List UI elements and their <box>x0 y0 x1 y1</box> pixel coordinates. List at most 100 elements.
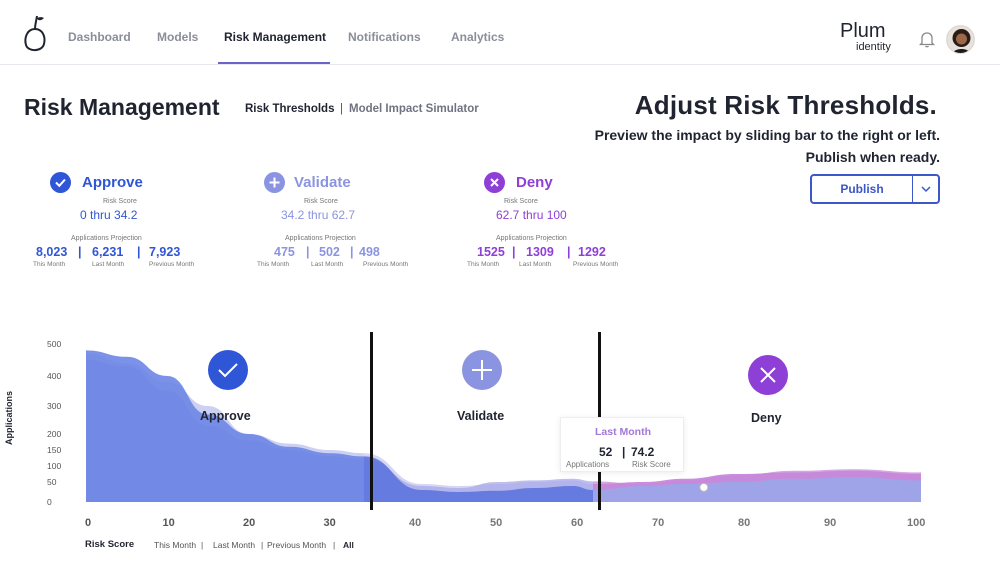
y-tick-label: 300 <box>47 401 62 411</box>
adjust-heading: Adjust Risk Thresholds. <box>634 90 937 120</box>
risk-range: 0 thru 34.2 <box>80 208 138 222</box>
plus-icon <box>264 172 285 193</box>
separator: | <box>306 245 310 259</box>
y-tick-label: 150 <box>47 445 62 455</box>
nav-dashboard[interactable]: Dashboard <box>68 30 131 44</box>
user-avatar[interactable] <box>946 25 975 54</box>
projection-this-month: 1525 <box>477 245 505 259</box>
filter-all[interactable]: All <box>343 540 354 550</box>
x-tick-label: 0 <box>85 517 92 529</box>
projection-previous-month: 498 <box>359 245 380 259</box>
top-nav: Dashboard Models Risk Management Notific… <box>0 0 1000 65</box>
chart-tooltip: Last Month 52 | 74.2 Applications Risk S… <box>560 417 684 472</box>
y-tick-label: 0 <box>47 497 52 507</box>
adjust-instructions: Preview the impact by sliding bar to the… <box>594 127 940 143</box>
projection-previous-month: 7,923 <box>149 245 181 259</box>
projection-previous-month: 1292 <box>578 245 606 259</box>
filter-previous-month[interactable]: Previous Month <box>267 540 327 550</box>
check-icon <box>208 350 248 390</box>
filter-last-month[interactable]: Last Month <box>213 540 256 550</box>
chevron-down-icon <box>921 186 931 193</box>
x-tick-label: 70 <box>652 517 665 529</box>
nav-risk-management[interactable]: Risk Management <box>224 30 327 44</box>
x-tick-label: 10 <box>162 517 175 529</box>
separator: | <box>350 245 354 259</box>
area-this-month-zone-3 <box>593 477 921 502</box>
filter-separator: | <box>333 540 336 550</box>
avatar-image <box>947 26 974 53</box>
x-tick-label: 80 <box>738 517 751 529</box>
applications-projection-label: Applications Projection <box>285 235 356 242</box>
subtab-separator: | <box>340 103 343 115</box>
risk-score-label: Risk Score <box>304 198 338 205</box>
plus-icon <box>462 350 502 390</box>
period-label: Last Month <box>519 261 552 268</box>
check-icon <box>50 172 71 193</box>
plum-logo-icon[interactable] <box>22 14 48 54</box>
projection-last-month: 6,231 <box>92 245 124 259</box>
applications-projection-label: Applications Projection <box>496 235 567 242</box>
adjust-instructions-2: Publish when ready. <box>805 149 940 165</box>
x-tick-label: 50 <box>490 517 503 529</box>
x-tick-label: 30 <box>323 517 336 529</box>
publish-split-button: Publish <box>810 174 940 204</box>
publish-button[interactable]: Publish <box>840 182 884 196</box>
tooltip-marker[interactable] <box>699 482 709 492</box>
active-tab-indicator <box>218 62 330 64</box>
nav-analytics[interactable]: Analytics <box>451 30 505 44</box>
separator: | <box>567 245 571 259</box>
bell-icon[interactable] <box>918 30 936 48</box>
filter-separator: | <box>261 540 264 550</box>
period-label: This Month <box>257 261 290 268</box>
applications-projection-label: Applications Projection <box>71 235 142 242</box>
tooltip-separator: | <box>622 445 626 459</box>
area-this-month-zone-2 <box>364 456 593 502</box>
y-tick-label: 400 <box>47 371 62 381</box>
publish-dropdown-button[interactable] <box>912 176 938 202</box>
period-label: Previous Month <box>149 261 195 268</box>
approve-summary: Approve Risk Score 0 thru 34.2 Applicati… <box>33 170 240 270</box>
brand-name: Plum <box>840 20 886 42</box>
y-tick-label: 500 <box>47 339 62 349</box>
risk-score-label: Risk Score <box>504 198 538 205</box>
tooltip-applications-value: 52 <box>599 445 613 459</box>
tab-model-impact-simulator[interactable]: Model Impact Simulator <box>349 103 479 115</box>
y-axis-label: Applications <box>4 390 14 445</box>
x-icon <box>748 355 788 395</box>
validate-summary: Validate Risk Score 34.2 thru 62.7 Appli… <box>257 170 454 270</box>
brand-subtitle: identity <box>856 41 891 53</box>
x-tick-label: 20 <box>243 517 256 529</box>
risk-range: 34.2 thru 62.7 <box>281 208 356 222</box>
zone-label-deny: Deny <box>751 411 782 425</box>
separator: | <box>78 245 82 259</box>
separator: | <box>137 245 141 259</box>
filter-separator: | <box>201 540 204 550</box>
projection-this-month: 475 <box>274 245 295 259</box>
page-title: Risk Management <box>24 94 220 120</box>
zone-label-validate: Validate <box>457 409 505 423</box>
projection-last-month: 502 <box>319 245 340 259</box>
tooltip-title: Last Month <box>595 426 651 438</box>
deny-summary: Deny Risk Score 62.7 thru 100 Applicatio… <box>467 170 674 270</box>
y-tick-label: 50 <box>47 477 57 487</box>
period-label: Previous Month <box>363 261 409 268</box>
deny-title: Deny <box>516 174 553 191</box>
nav-models[interactable]: Models <box>157 30 199 44</box>
projection-this-month: 8,023 <box>36 245 68 259</box>
nav-notifications[interactable]: Notifications <box>348 30 421 44</box>
x-tick-label: 100 <box>907 517 926 529</box>
separator: | <box>512 245 516 259</box>
period-label: Previous Month <box>573 261 619 268</box>
period-label: This Month <box>33 261 66 268</box>
threshold-handle-validate[interactable] <box>370 332 373 510</box>
tab-risk-thresholds[interactable]: Risk Thresholds <box>245 103 335 115</box>
tooltip-risk-score-value: 74.2 <box>631 445 655 459</box>
y-tick-label: 200 <box>47 429 62 439</box>
zone-label-approve: Approve <box>200 409 251 423</box>
period-label: This Month <box>467 261 500 268</box>
x-tick-label: 40 <box>409 517 422 529</box>
filter-this-month[interactable]: This Month <box>154 540 197 550</box>
projection-last-month: 1309 <box>526 245 554 259</box>
x-tick-label: 60 <box>571 517 584 529</box>
